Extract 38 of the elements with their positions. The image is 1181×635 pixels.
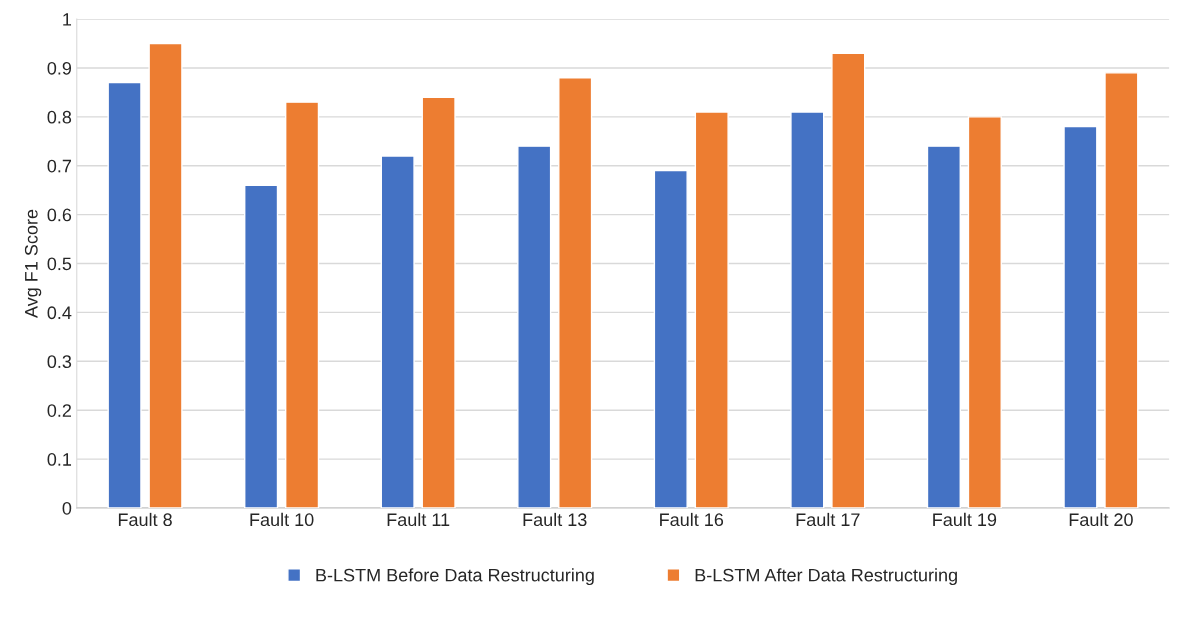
y-tick-label: 0.6 [47,208,72,222]
bar [967,116,1002,508]
bar [926,145,961,508]
y-tick-label: 0.4 [47,306,72,320]
bar [831,52,866,508]
legend-label: B-LSTM Before Data Restructuring [316,568,594,586]
bar [148,42,183,508]
y-tick-label: 0.9 [47,61,72,75]
bar [558,77,593,508]
legend-label: B-LSTM After Data Restructuring [695,568,957,586]
y-axis-title: Avg F1 Score [24,209,42,319]
bar [107,81,142,508]
x-tick-label: Fault 11 [387,512,450,527]
x-tick-label: Fault 20 [1069,512,1133,527]
bar [380,155,415,508]
bar [694,111,729,508]
y-tick-label: 0.1 [47,453,72,466]
x-tick-label: Fault 16 [660,512,724,527]
y-tick-label: 0.3 [47,355,72,369]
bar [421,96,456,508]
bar [790,111,825,508]
x-tick-label: Fault 8 [118,512,172,527]
x-tick-label: Fault 17 [796,512,860,527]
y-tick-label: 1 [63,13,72,26]
y-tick-label: 0 [62,501,72,515]
y-tick-label: 0.2 [47,404,71,417]
y-tick-label: 0.8 [47,110,72,124]
bar [1104,72,1139,508]
bar [284,101,320,508]
y-tick-label: 0.5 [47,257,72,271]
bar [517,145,552,508]
x-tick-label: Fault 13 [523,512,587,527]
bar [653,169,688,508]
y-tick-label: 0.7 [47,159,71,173]
x-tick-label: Fault 19 [933,512,997,527]
x-tick-label: Fault 10 [250,512,314,527]
bar [244,184,279,508]
bar [1063,125,1098,508]
